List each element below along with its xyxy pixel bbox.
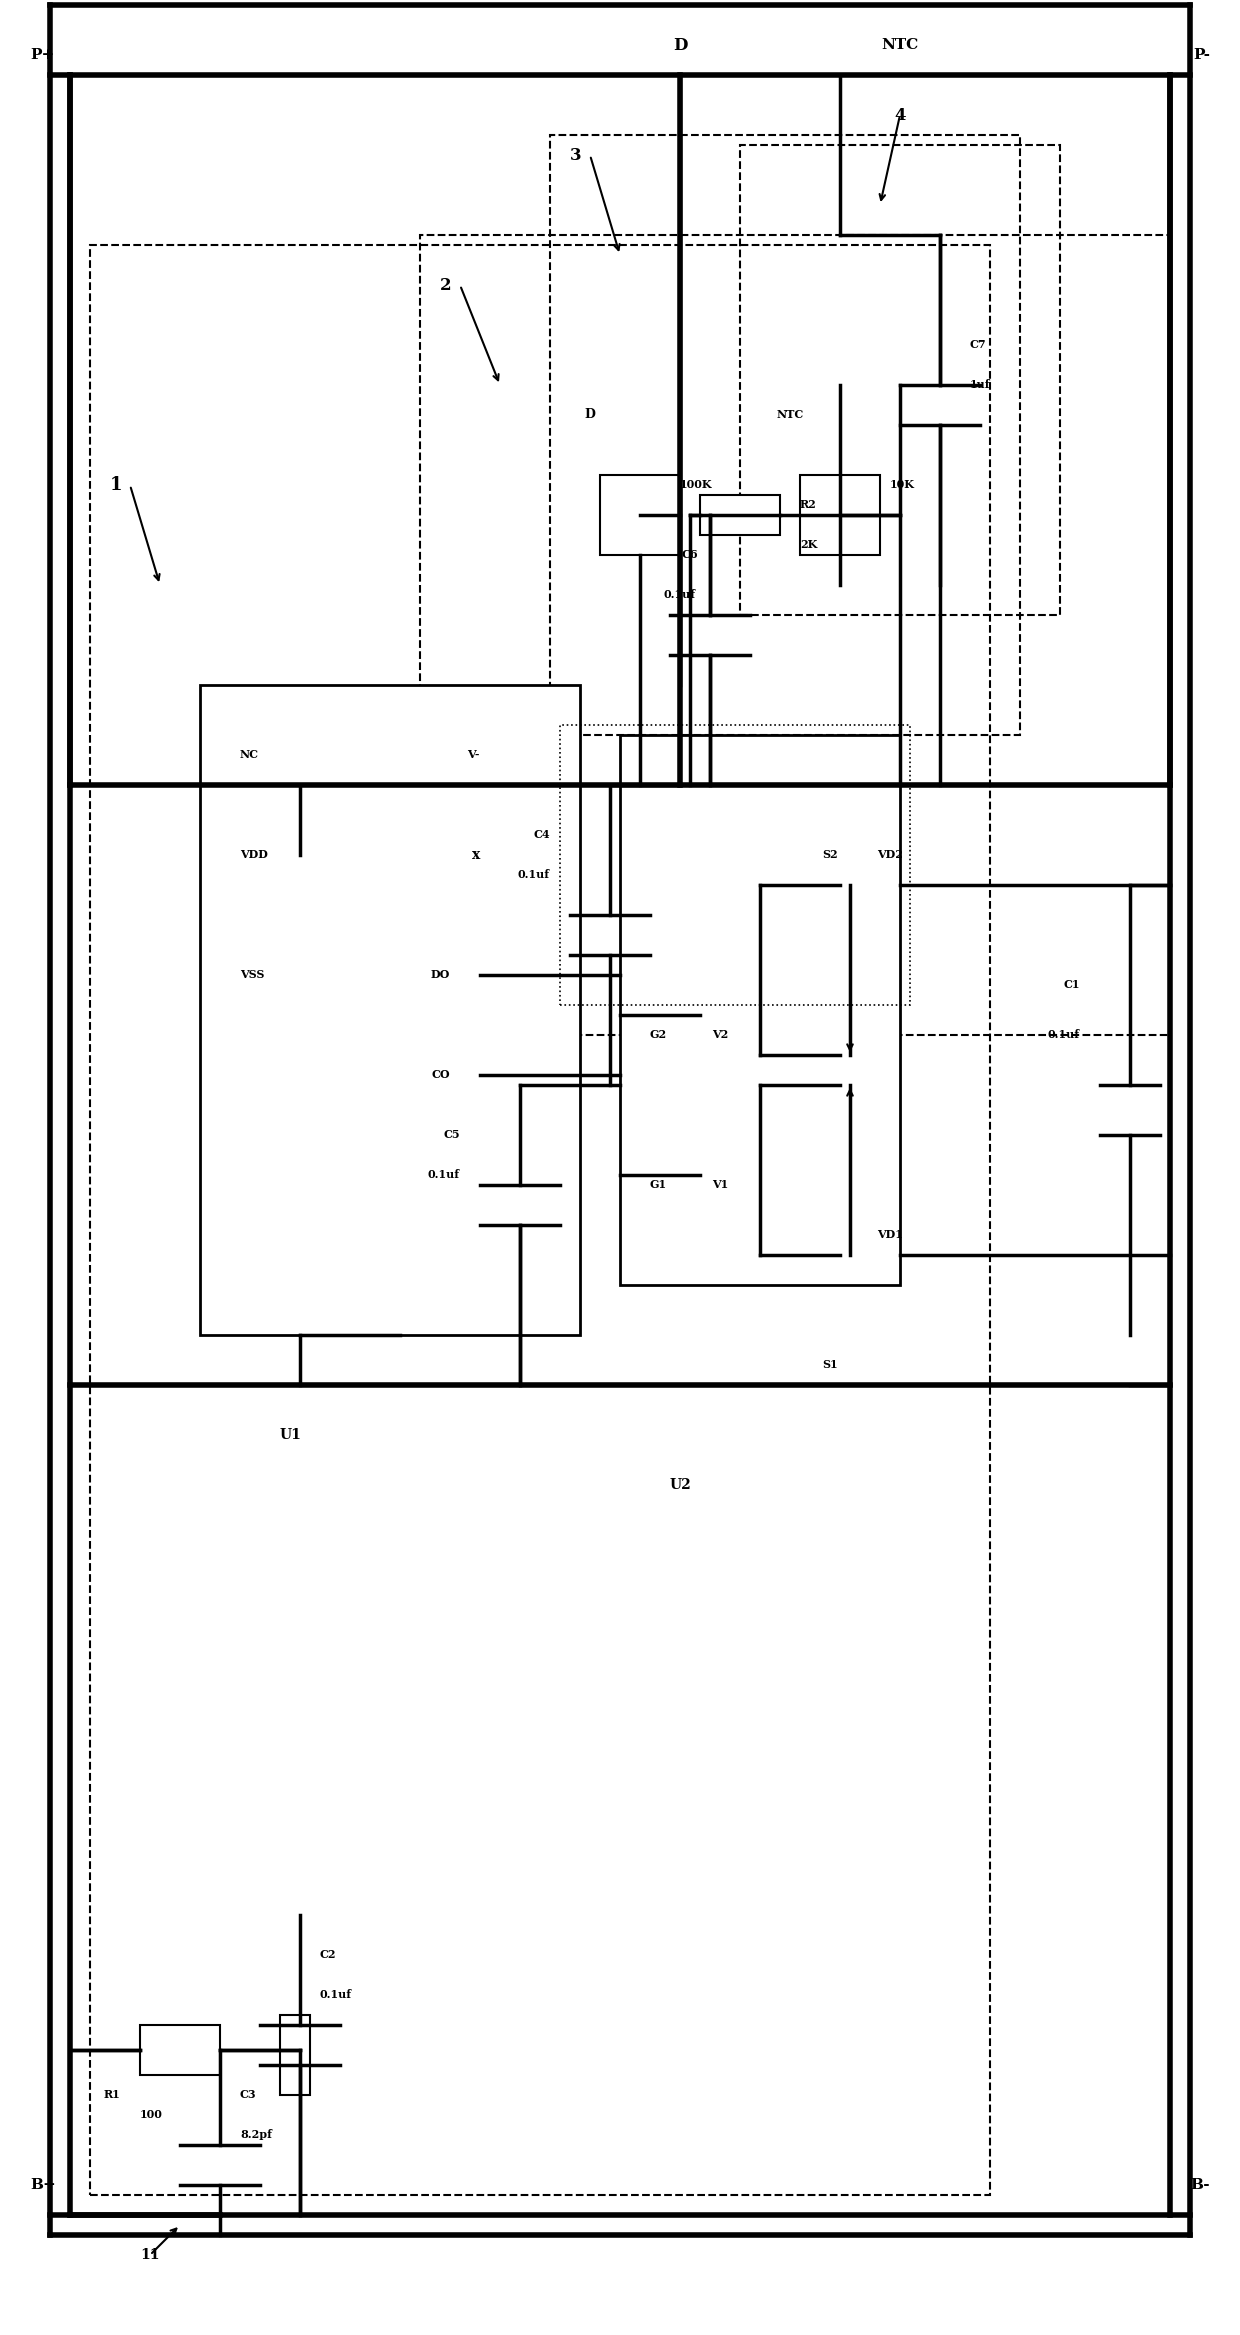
Text: 0.1uf: 0.1uf [663, 588, 696, 600]
Text: NTC: NTC [776, 409, 804, 420]
Text: 8.2pf: 8.2pf [241, 2130, 272, 2141]
Text: 0.1uf: 0.1uf [428, 1170, 460, 1182]
Text: U1: U1 [279, 1429, 301, 1443]
Text: G1: G1 [650, 1179, 667, 1191]
Bar [740, 145, 1060, 614]
Text: 2K: 2K [800, 539, 817, 551]
Text: VD2: VD2 [877, 850, 903, 862]
Text: VSS: VSS [241, 969, 264, 981]
Bar [140, 2024, 219, 2076]
Text: C6: C6 [682, 549, 698, 560]
Text: D: D [584, 409, 595, 423]
Text: NTC: NTC [882, 37, 919, 51]
Text: P-: P- [1193, 49, 1210, 63]
Text: P+: P+ [30, 49, 55, 63]
Text: 2: 2 [440, 276, 451, 294]
Text: R2: R2 [800, 500, 817, 511]
Bar [551, 135, 1021, 736]
Bar [91, 245, 990, 2195]
Text: 11: 11 [140, 2249, 160, 2263]
Text: B+: B+ [30, 2179, 56, 2193]
Text: V2: V2 [712, 1030, 728, 1041]
Bar [620, 736, 900, 1284]
Text: 4: 4 [894, 107, 905, 124]
Text: B-: B- [1190, 2179, 1210, 2193]
Text: C5: C5 [444, 1130, 460, 1139]
Text: 3: 3 [570, 147, 582, 163]
Bar [701, 495, 780, 535]
Text: 10K: 10K [890, 479, 915, 490]
Text: 1uf: 1uf [970, 381, 991, 390]
Bar [560, 724, 910, 1004]
Text: C4: C4 [533, 829, 551, 841]
Text: x: x [471, 848, 480, 862]
Text: 100K: 100K [680, 479, 713, 490]
Text: C2: C2 [320, 1950, 336, 1961]
Bar [420, 236, 1171, 1034]
Text: 0.1uf: 0.1uf [320, 1989, 352, 2001]
Text: S2: S2 [822, 850, 838, 862]
Text: NC: NC [241, 750, 259, 761]
Text: C3: C3 [241, 2090, 257, 2102]
Text: R1: R1 [103, 2090, 120, 2102]
Text: U2: U2 [670, 1478, 691, 1492]
Bar [800, 474, 880, 556]
Bar [280, 2015, 310, 2094]
Text: 0.1uf: 0.1uf [1048, 1030, 1080, 1041]
Bar [600, 474, 680, 556]
Text: VD1: VD1 [877, 1231, 903, 1240]
Text: VDD: VDD [241, 850, 268, 862]
Text: V1: V1 [712, 1179, 728, 1191]
Text: D: D [673, 37, 687, 54]
Text: DO: DO [430, 969, 450, 981]
Text: G2: G2 [650, 1030, 667, 1041]
Text: 0.1uf: 0.1uf [518, 869, 551, 880]
Text: CO: CO [432, 1069, 450, 1081]
Text: S1: S1 [822, 1359, 838, 1371]
Text: V-: V- [467, 750, 480, 761]
Bar [200, 684, 580, 1336]
Text: C1: C1 [1064, 978, 1080, 990]
Text: 1: 1 [110, 476, 123, 495]
Text: C7: C7 [970, 339, 987, 350]
Text: 100: 100 [140, 2109, 162, 2120]
